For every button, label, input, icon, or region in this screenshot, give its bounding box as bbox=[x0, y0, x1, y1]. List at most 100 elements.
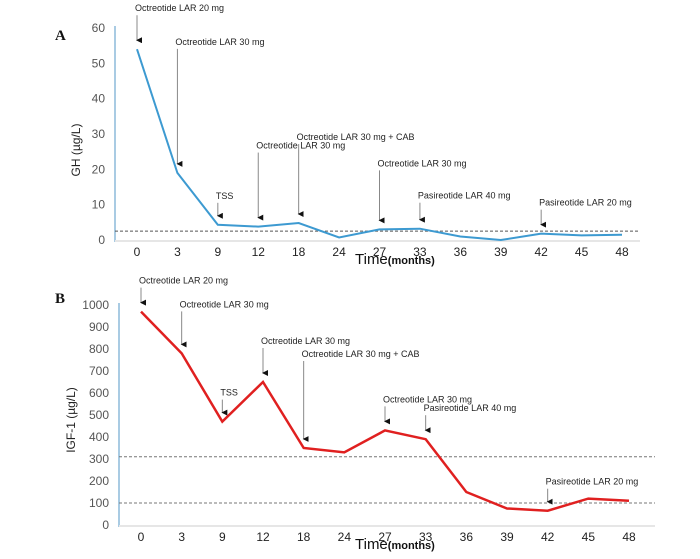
annotation-label: Octreotide LAR 20 mg bbox=[139, 276, 228, 286]
y-tick-label: 300 bbox=[89, 452, 109, 466]
x-tick-label: 33 bbox=[419, 530, 433, 544]
annotation-label: Octreotide LAR 30 mg bbox=[378, 158, 467, 168]
annotation-label: TSS bbox=[216, 191, 234, 201]
annotation-label: Pasireotide LAR 40 mg bbox=[424, 403, 517, 413]
x-tick-label: 0 bbox=[134, 245, 141, 259]
y-tick-label: 1000 bbox=[82, 298, 109, 312]
treatment-annotation: Octreotide LAR 30 mg bbox=[180, 299, 269, 348]
y-tick-label: 600 bbox=[89, 386, 109, 400]
x-tick-label: 42 bbox=[541, 530, 555, 544]
x-axis-label-main: Time bbox=[355, 251, 388, 268]
treatment-annotation: Octreotide LAR 30 mg bbox=[378, 158, 467, 224]
y-axis-label-gh: GH (µg/L) bbox=[69, 124, 83, 177]
annotation-label: TSS bbox=[220, 388, 238, 398]
x-tick-label: 9 bbox=[219, 530, 226, 544]
annotation-label: Pasireotide LAR 20 mg bbox=[539, 198, 632, 208]
x-tick-label: 36 bbox=[454, 245, 468, 259]
treatment-annotations: Octreotide LAR 20 mg Octreotide LAR 30 mg… bbox=[135, 3, 632, 228]
panel-letter-a: A bbox=[55, 28, 66, 44]
y-tick-label: 10 bbox=[92, 198, 106, 212]
x-axis-label: Time(months) bbox=[355, 536, 435, 553]
x-tick-labels: 0 3 9 12 18 24 27 33 36 39 42 45 48 bbox=[134, 245, 629, 259]
panel-b-igf1-chart: B IGF-1 (µg/L) 0 100 200 300 400 500 600 700 800… bbox=[55, 276, 655, 553]
treatment-annotation: TSS bbox=[220, 388, 238, 416]
y-tick-label: 700 bbox=[89, 364, 109, 378]
x-tick-label: 27 bbox=[373, 245, 387, 259]
y-tick-label: 200 bbox=[89, 474, 109, 488]
x-tick-label: 36 bbox=[460, 530, 474, 544]
y-tick-label: 100 bbox=[89, 496, 109, 510]
annotation-label: Octreotide LAR 20 mg bbox=[135, 3, 224, 13]
annotation-label: Octreotide LAR 30 mg + CAB bbox=[302, 349, 420, 359]
annotation-label: Pasireotide LAR 40 mg bbox=[418, 191, 511, 201]
reference-lines bbox=[119, 456, 655, 504]
x-tick-label: 18 bbox=[297, 530, 311, 544]
treatment-annotation: Pasireotide LAR 20 mg bbox=[546, 477, 639, 505]
x-tick-label: 18 bbox=[292, 245, 306, 259]
x-tick-label: 24 bbox=[338, 530, 352, 544]
x-tick-label: 33 bbox=[413, 245, 427, 259]
x-axis-label-unit: (months) bbox=[388, 540, 435, 552]
x-axis-label: Time(months) bbox=[355, 251, 435, 268]
treatment-annotation: Octreotide LAR 30 mg bbox=[261, 336, 350, 376]
treatment-annotation: Octreotide LAR 30 mg bbox=[256, 141, 345, 221]
y-tick-labels: 0 100 200 300 400 500 600 700 800 900 1000 bbox=[82, 298, 109, 532]
y-tick-label: 0 bbox=[102, 518, 109, 532]
x-tick-labels: 0 3 9 12 18 24 27 33 36 39 42 45 48 bbox=[138, 530, 636, 544]
treatment-annotation: Pasireotide LAR 40 mg bbox=[418, 191, 511, 223]
y-tick-label: 20 bbox=[92, 162, 106, 176]
treatment-annotation: Octreotide LAR 20 mg bbox=[139, 276, 228, 306]
panel-letter-b: B bbox=[55, 291, 65, 307]
y-tick-label: 900 bbox=[89, 320, 109, 334]
annotation-label: Octreotide LAR 30 mg bbox=[383, 394, 472, 404]
treatment-annotation: Octreotide LAR 30 mg + CAB bbox=[302, 349, 420, 442]
annotation-label: Octreotide LAR 30 mg bbox=[256, 141, 345, 151]
treatment-annotation: Octreotide LAR 30 mg + CAB bbox=[297, 132, 415, 218]
treatment-annotation: TSS bbox=[216, 191, 234, 219]
annotation-label: Octreotide LAR 30 mg bbox=[175, 37, 264, 47]
y-tick-label: 30 bbox=[92, 127, 106, 141]
y-axis-label-igf1: IGF-1 (µg/L) bbox=[64, 387, 78, 453]
x-tick-label: 9 bbox=[214, 245, 221, 259]
treatment-annotation: Octreotide LAR 30 mg bbox=[383, 394, 472, 425]
y-tick-label: 500 bbox=[89, 408, 109, 422]
x-tick-label: 3 bbox=[178, 530, 185, 544]
x-tick-label: 45 bbox=[575, 245, 589, 259]
treatment-annotation: Pasireotide LAR 40 mg bbox=[424, 403, 517, 434]
x-tick-label: 45 bbox=[582, 530, 596, 544]
y-tick-labels: 0 10 20 30 40 50 60 bbox=[92, 21, 106, 247]
x-axis-label-unit: (months) bbox=[388, 255, 435, 267]
y-tick-label: 40 bbox=[92, 92, 106, 106]
y-tick-label: 400 bbox=[89, 430, 109, 444]
y-tick-label: 60 bbox=[92, 21, 106, 35]
annotation-label: Octreotide LAR 30 mg bbox=[261, 336, 350, 346]
x-tick-label: 3 bbox=[174, 245, 181, 259]
annotation-label: Octreotide LAR 30 mg bbox=[180, 299, 269, 309]
treatment-annotation: Octreotide LAR 30 mg bbox=[175, 37, 264, 167]
x-tick-label: 27 bbox=[378, 530, 392, 544]
treatment-annotation: Pasireotide LAR 20 mg bbox=[539, 198, 632, 228]
x-tick-label: 0 bbox=[138, 530, 145, 544]
annotation-label: Octreotide LAR 30 mg + CAB bbox=[297, 132, 415, 142]
x-tick-label: 48 bbox=[615, 245, 629, 259]
x-tick-label: 42 bbox=[534, 245, 548, 259]
y-tick-label: 0 bbox=[98, 233, 105, 247]
axes bbox=[118, 303, 655, 527]
x-tick-label: 39 bbox=[500, 530, 514, 544]
axes bbox=[114, 26, 640, 242]
x-tick-label: 24 bbox=[332, 245, 346, 259]
data-series bbox=[136, 48, 623, 242]
x-tick-label: 48 bbox=[622, 530, 636, 544]
y-tick-label: 800 bbox=[89, 342, 109, 356]
treatment-annotations: Octreotide LAR 20 mg Octreotide LAR 30 mg… bbox=[139, 276, 639, 505]
x-tick-label: 12 bbox=[256, 530, 270, 544]
x-tick-label: 12 bbox=[252, 245, 266, 259]
y-tick-label: 50 bbox=[92, 56, 106, 70]
x-tick-label: 39 bbox=[494, 245, 508, 259]
treatment-annotation: Octreotide LAR 20 mg bbox=[135, 3, 224, 44]
annotation-label: Pasireotide LAR 20 mg bbox=[546, 477, 639, 487]
data-series bbox=[140, 310, 630, 512]
x-axis-label-main: Time bbox=[355, 536, 388, 553]
